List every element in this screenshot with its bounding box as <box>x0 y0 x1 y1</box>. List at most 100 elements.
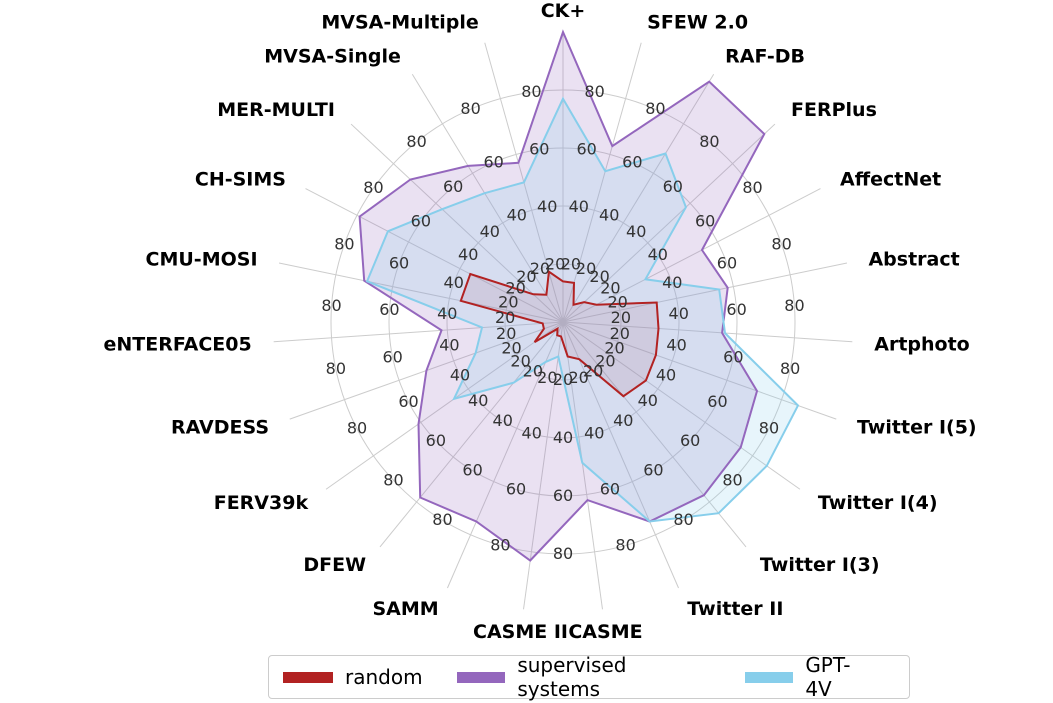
axis-label-mer-multi: MER-MULTI <box>217 99 335 121</box>
axis-label-ferv39k: FERV39k <box>214 492 309 514</box>
tick-label: 40 <box>666 336 686 355</box>
tick-label: 40 <box>569 197 589 216</box>
series-line-2 <box>365 96 800 523</box>
tick-label: 80 <box>584 82 604 101</box>
axis-label-cmu-mosi: CMU-MOSI <box>146 249 258 271</box>
tick-label: 60 <box>726 300 746 319</box>
tick-label: 20 <box>600 279 620 298</box>
spoke-line <box>562 321 801 490</box>
series-fill-0 <box>460 271 659 397</box>
tick-label: 60 <box>707 392 727 411</box>
radar-axis-labels: CK+ SFEW 2.0 RAF-DB FERPlus AffectNet Abstrac… <box>103 0 976 643</box>
tick-label: 20 <box>568 368 588 387</box>
axis-label-ferplus: FERPlus <box>791 99 877 121</box>
tick-label: 40 <box>437 304 457 323</box>
tick-label: 20 <box>561 255 581 274</box>
axis-label-casme-ii: CASME II <box>473 621 568 643</box>
tick-label: 60 <box>600 480 620 499</box>
tick-label: 80 <box>615 535 635 554</box>
series-line-1 <box>358 29 766 562</box>
tick-label: 40 <box>599 206 619 225</box>
tick-label: 20 <box>516 267 536 286</box>
tick-label: 60 <box>382 347 402 366</box>
tick-label: 20 <box>496 324 516 343</box>
tick-label: 80 <box>784 296 804 315</box>
spoke-line <box>278 262 564 323</box>
tick-label: 40 <box>480 222 500 241</box>
tick-label: 80 <box>673 510 693 529</box>
tick-label: 80 <box>460 99 480 118</box>
axis-label-mvsa-single: MVSA-Single <box>264 45 401 67</box>
spoke-line <box>562 262 848 323</box>
tick-label: 40 <box>468 391 488 410</box>
spoke-line <box>350 123 564 323</box>
tick-label: 40 <box>638 391 658 410</box>
axis-label-dfew: DFEW <box>303 554 366 576</box>
axis-label-abstract: Abstract <box>868 249 959 271</box>
tick-label: 60 <box>663 177 683 196</box>
tick-label: 20 <box>611 308 631 327</box>
tick-label: 40 <box>553 428 573 447</box>
tick-label: 60 <box>680 431 700 450</box>
axis-label-ck-: CK+ <box>541 0 586 22</box>
spoke-line <box>562 321 603 610</box>
series-line-0 <box>459 269 660 398</box>
tick-label: 80 <box>334 234 354 253</box>
radar-chart: 20 40 60 80 20 40 60 80 20 40 60 80 20 40 60 80 20 40 60 80… <box>103 0 976 643</box>
tick-label: 20 <box>583 362 603 381</box>
tick-label: 80 <box>432 510 452 529</box>
spoke-line <box>562 123 776 323</box>
tick-label: 40 <box>439 336 459 355</box>
tick-label: 80 <box>780 359 800 378</box>
tick-label: 80 <box>742 178 762 197</box>
tick-label: 20 <box>530 259 550 278</box>
tick-label: 60 <box>483 152 503 171</box>
tick-label: 60 <box>695 212 715 231</box>
spoke-line <box>562 321 679 589</box>
tick-label: 60 <box>443 177 463 196</box>
tick-label: 80 <box>771 234 791 253</box>
axis-label-artphoto: Artphoto <box>874 333 969 355</box>
tick-label: 60 <box>506 480 526 499</box>
tick-label: 80 <box>326 359 346 378</box>
tick-label: 80 <box>645 99 665 118</box>
tick-label: 20 <box>523 362 543 381</box>
tick-label: 80 <box>699 132 719 151</box>
spoke-line <box>562 42 642 323</box>
axis-label-casme: CASME <box>568 621 642 643</box>
tick-label: 60 <box>379 300 399 319</box>
spoke-line <box>305 188 564 323</box>
tick-label: 20 <box>501 339 521 358</box>
tick-label: 80 <box>490 535 510 554</box>
tick-label: 20 <box>604 339 624 358</box>
spoke-line <box>562 73 715 323</box>
spoke-line <box>562 321 747 548</box>
legend-item-supervised: supervised systems <box>456 653 711 701</box>
axis-label-twitter-ii: Twitter II <box>687 598 783 620</box>
axis-label-samm: SAMM <box>372 598 438 620</box>
radar-grid <box>273 32 853 610</box>
tick-label: 60 <box>577 140 597 159</box>
tick-label: 80 <box>321 296 341 315</box>
axis-label-sfew-2-0: SFEW 2.0 <box>647 12 748 34</box>
axis-label-twitter-i-4-: Twitter I(4) <box>818 492 938 514</box>
legend-swatch-supervised <box>456 671 506 683</box>
tick-label: 20 <box>537 368 557 387</box>
tick-label: 60 <box>426 431 446 450</box>
tick-label: 40 <box>522 424 542 443</box>
tick-label: 40 <box>444 273 464 292</box>
tick-label: 80 <box>722 470 742 489</box>
legend-swatch-random <box>283 671 333 683</box>
tick-label: 20 <box>510 352 530 371</box>
spoke-line <box>273 321 564 343</box>
legend: random supervised systems GPT-4V <box>268 653 910 701</box>
axis-label-enterface05: eNTERFACE05 <box>103 333 251 355</box>
tick-label: 20 <box>498 293 518 312</box>
legend-label-supervised: supervised systems <box>517 653 627 701</box>
series-fill-2 <box>367 98 798 522</box>
tick-label: 20 <box>576 259 596 278</box>
tick-label: 40 <box>507 206 527 225</box>
tick-label: 60 <box>622 152 642 171</box>
spoke-line <box>562 188 821 323</box>
spoke-line <box>562 321 853 343</box>
